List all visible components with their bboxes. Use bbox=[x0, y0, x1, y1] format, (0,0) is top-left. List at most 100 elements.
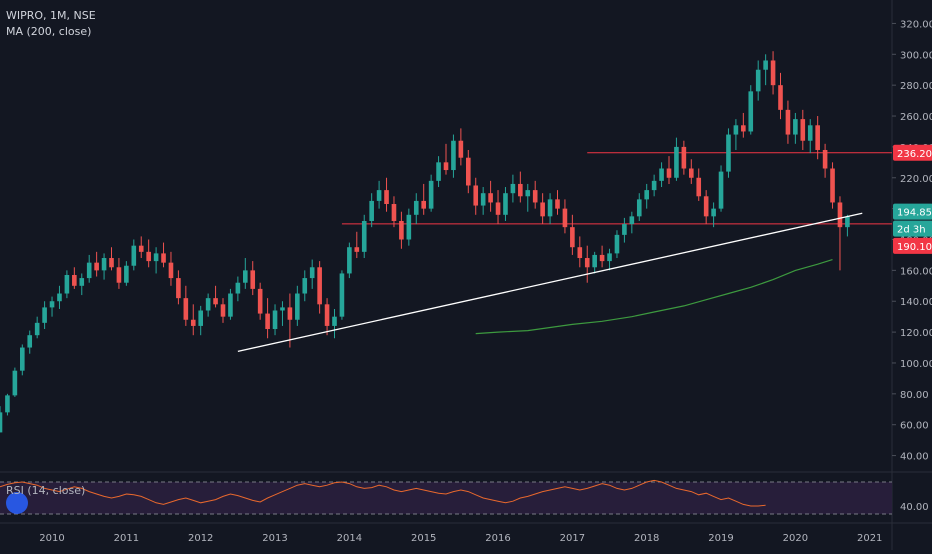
candle-body bbox=[703, 196, 709, 217]
ma-legend[interactable]: MA (200, close) bbox=[6, 25, 92, 38]
candle-body bbox=[324, 304, 330, 326]
candle-body bbox=[443, 162, 449, 171]
x-tick-label: 2016 bbox=[485, 533, 510, 544]
y-tick-label: 320.00 bbox=[900, 19, 932, 30]
candle-body bbox=[733, 125, 739, 135]
time-axis[interactable]: 2010 2011 2012 2013 2014 2015 2016 2017 2018 2019… bbox=[39, 533, 882, 544]
candle-body bbox=[726, 134, 731, 172]
candle-body bbox=[332, 316, 337, 326]
x-tick-label: 2017 bbox=[560, 533, 585, 544]
x-tick-label: 2010 bbox=[39, 533, 64, 544]
candle-body bbox=[138, 245, 144, 252]
candle-body bbox=[5, 395, 10, 413]
symbol-title[interactable]: WIPRO, 1M, NSE bbox=[6, 9, 96, 22]
candle-body bbox=[458, 140, 464, 158]
candle-body bbox=[636, 199, 642, 217]
trendline bbox=[237, 212, 863, 353]
horizontal-levels[interactable] bbox=[341, 152, 892, 225]
candle-body bbox=[614, 234, 620, 254]
candle-body bbox=[42, 307, 47, 323]
candle-body bbox=[183, 298, 189, 320]
candle-body bbox=[272, 310, 278, 330]
candle-body bbox=[503, 193, 508, 215]
candle-body bbox=[748, 91, 754, 132]
candle-body bbox=[361, 220, 367, 252]
candle-body bbox=[607, 253, 612, 262]
candle-body bbox=[86, 262, 92, 279]
rsi-band-fill bbox=[0, 482, 892, 514]
candle-body bbox=[109, 258, 114, 268]
candle-body bbox=[711, 208, 716, 217]
candle-body bbox=[629, 216, 635, 225]
level-190-label: 190.10 bbox=[897, 242, 932, 253]
y-tick-label: 300.00 bbox=[900, 50, 932, 61]
rsi-tick-label: 40.00 bbox=[900, 502, 929, 513]
candle-body bbox=[265, 313, 270, 330]
moving-average-series bbox=[475, 259, 833, 335]
candle-body bbox=[822, 149, 828, 169]
countdown-label-bg bbox=[893, 220, 932, 237]
candle-body bbox=[124, 265, 129, 283]
candle-body bbox=[584, 258, 590, 268]
candle-body bbox=[384, 190, 389, 205]
candle-body bbox=[785, 109, 791, 135]
candle-body bbox=[562, 208, 568, 228]
x-tick-label: 2014 bbox=[337, 533, 362, 544]
candle-body bbox=[845, 216, 850, 228]
last-price-label: 194.85 bbox=[897, 208, 932, 219]
level-190-label-bg bbox=[893, 237, 932, 254]
candle-body bbox=[770, 60, 776, 86]
candle-body bbox=[168, 262, 174, 279]
candle-body bbox=[800, 119, 806, 141]
candle-body bbox=[347, 247, 352, 274]
candle-body bbox=[309, 267, 315, 279]
candle-body bbox=[577, 247, 583, 259]
x-tick-label: 2018 bbox=[634, 533, 659, 544]
candle-body bbox=[651, 180, 657, 191]
candle-body bbox=[622, 224, 627, 235]
level-236-label: 236.20 bbox=[897, 149, 932, 160]
candle-body bbox=[302, 278, 308, 294]
candle-body bbox=[242, 270, 248, 283]
candle-body bbox=[666, 168, 672, 178]
candle-body bbox=[205, 298, 211, 311]
candle-body bbox=[525, 190, 531, 197]
rsi-line bbox=[0, 479, 766, 507]
candle-body bbox=[837, 202, 843, 228]
symbol-legend: WIPRO, 1M, NSE MA (200, close) bbox=[6, 8, 96, 40]
candle-body bbox=[778, 85, 783, 110]
y-tick-label: 80.00 bbox=[900, 390, 929, 401]
candle-body bbox=[406, 214, 412, 240]
candle-body bbox=[190, 319, 196, 326]
candle-body bbox=[257, 288, 263, 314]
y-tick-label: 40.00 bbox=[900, 452, 929, 463]
candle-body bbox=[570, 227, 575, 248]
candle-body bbox=[131, 245, 137, 266]
candle-body bbox=[79, 278, 85, 286]
candle-body bbox=[12, 370, 18, 396]
candle-body bbox=[116, 267, 122, 283]
tradingview-logo-icon[interactable] bbox=[6, 492, 28, 514]
candle-body bbox=[317, 267, 322, 305]
candle-body bbox=[599, 254, 605, 262]
y-tick-label: 140.00 bbox=[900, 297, 932, 308]
y-tick-label: 120.00 bbox=[900, 328, 932, 339]
candle-body bbox=[295, 293, 300, 320]
candle-body bbox=[176, 278, 181, 299]
candle-body bbox=[27, 335, 33, 348]
rsi-legend[interactable]: RSI (14, close) bbox=[6, 484, 86, 497]
trendline-group[interactable] bbox=[237, 212, 863, 353]
candle-body bbox=[592, 254, 597, 268]
candle-body bbox=[518, 183, 523, 197]
y-tick-label: 260.00 bbox=[900, 112, 932, 123]
moving-average-line bbox=[475, 259, 833, 335]
candle-body bbox=[547, 199, 553, 217]
candle-body bbox=[399, 220, 404, 240]
x-tick-label: 2021 bbox=[857, 533, 882, 544]
candle-body bbox=[436, 162, 441, 181]
y-tick-label: 100.00 bbox=[900, 359, 932, 370]
candle-body bbox=[19, 347, 25, 371]
